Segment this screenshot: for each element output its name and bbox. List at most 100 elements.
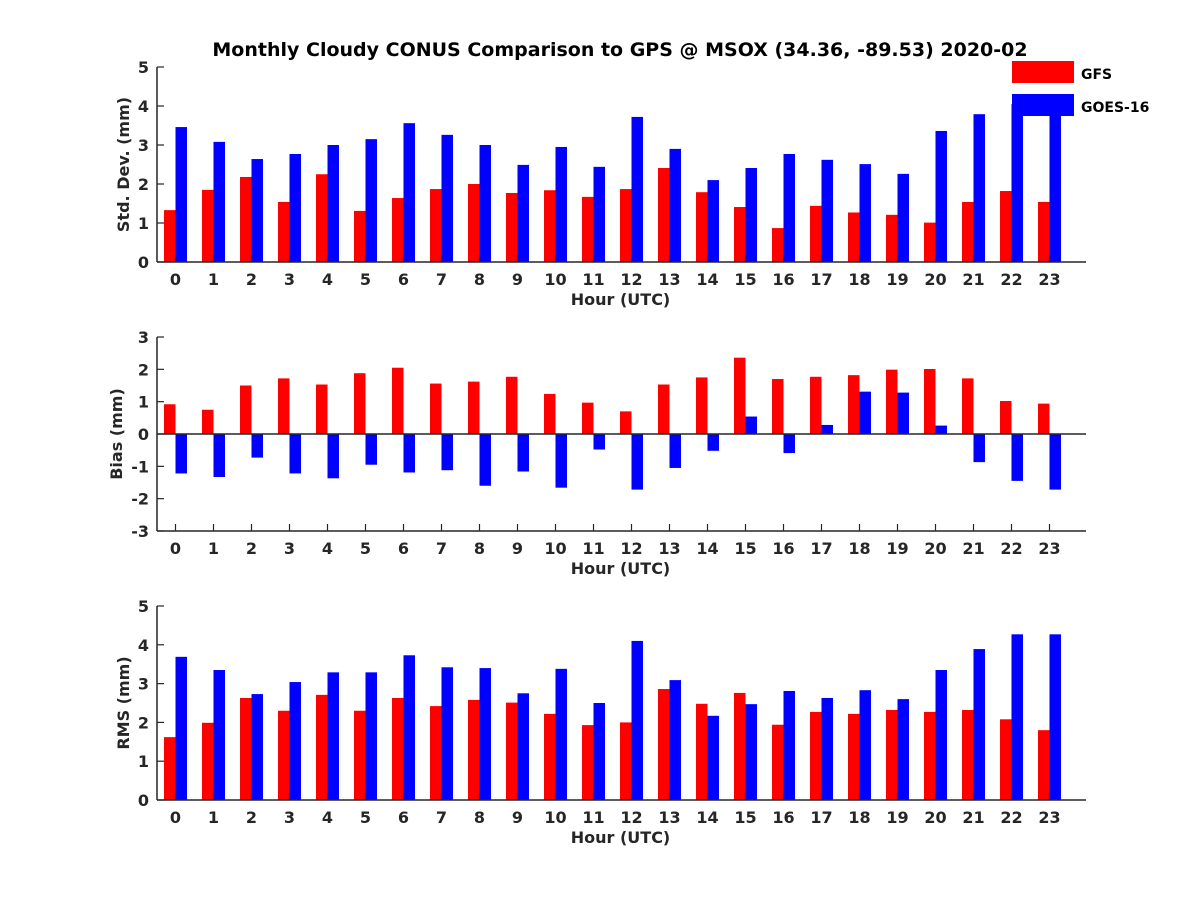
y-tick-label: 2: [138, 175, 149, 194]
bar-gfs-hour-18: [848, 713, 860, 800]
bar-gfs-hour-21: [962, 201, 974, 262]
bar-goes16-hour-7: [441, 434, 453, 471]
bar-gfs-hour-9: [506, 702, 518, 800]
bar-goes16-hour-4: [327, 672, 339, 800]
bar-goes16-hour-8: [479, 434, 491, 486]
x-tick-label: 18: [848, 808, 870, 827]
bar-goes16-hour-9: [517, 693, 529, 800]
bar-gfs-hour-16: [772, 228, 784, 262]
x-axis-label: Hour (UTC): [571, 290, 671, 309]
x-tick-label: 16: [772, 539, 794, 558]
bar-gfs-hour-12: [620, 722, 632, 800]
bar-gfs-hour-2: [240, 176, 252, 262]
bar-goes16-hour-14: [707, 715, 719, 800]
bar-gfs-hour-22: [1000, 719, 1012, 800]
x-tick-label: 16: [772, 270, 794, 289]
bar-goes16-hour-1: [213, 141, 225, 262]
bar-gfs-hour-21: [962, 709, 974, 800]
bar-gfs-hour-23: [1038, 403, 1050, 434]
bar-goes16-hour-0: [175, 127, 187, 262]
y-tick-label: 3: [138, 136, 149, 155]
x-tick-label: 12: [620, 270, 642, 289]
bar-gfs-hour-19: [886, 214, 898, 262]
y-tick-label: 3: [138, 328, 149, 347]
bar-gfs-hour-14: [696, 703, 708, 800]
bar-gfs-hour-7: [430, 189, 442, 262]
bar-goes16-hour-17: [821, 697, 833, 800]
bar-gfs-hour-15: [734, 692, 746, 800]
bar-goes16-hour-17: [821, 424, 833, 434]
x-tick-label: 13: [658, 808, 680, 827]
bar-gfs-hour-10: [544, 393, 556, 434]
bar-goes16-hour-10: [555, 668, 567, 800]
bar-goes16-hour-6: [403, 123, 415, 262]
x-tick-label: 2: [246, 539, 257, 558]
x-tick-label: 3: [284, 539, 295, 558]
x-tick-label: 0: [170, 539, 181, 558]
bar-goes16-hour-9: [517, 434, 529, 472]
bar-gfs-hour-13: [658, 689, 670, 800]
bar-gfs-hour-19: [886, 369, 898, 434]
y-tick-label: 1: [138, 214, 149, 233]
bar-goes16-hour-15: [745, 416, 757, 434]
x-tick-label: 23: [1038, 808, 1060, 827]
bar-goes16-hour-3: [289, 153, 301, 262]
x-tick-label: 8: [474, 808, 485, 827]
x-tick-label: 7: [436, 270, 447, 289]
x-tick-label: 20: [924, 270, 946, 289]
bar-gfs-hour-1: [202, 409, 214, 434]
bar-gfs-hour-2: [240, 385, 252, 434]
bar-gfs-hour-9: [506, 376, 518, 434]
bar-goes16-hour-8: [479, 668, 491, 800]
y-axis-label: Std. Dev. (mm): [114, 97, 133, 232]
bar-gfs-hour-11: [582, 196, 594, 262]
legend-swatch-gfs: [1012, 61, 1074, 83]
x-tick-label: 17: [810, 270, 832, 289]
y-tick-label: 4: [138, 97, 149, 116]
y-tick-label: 1: [138, 393, 149, 412]
bar-gfs-hour-3: [278, 378, 290, 434]
x-tick-label: 13: [658, 270, 680, 289]
y-tick-label: -3: [131, 522, 149, 541]
x-tick-label: 4: [322, 270, 333, 289]
bar-gfs-hour-4: [316, 694, 328, 800]
x-tick-label: 3: [284, 270, 295, 289]
bar-goes16-hour-17: [821, 159, 833, 262]
x-tick-label: 14: [696, 539, 718, 558]
x-tick-label: 20: [924, 808, 946, 827]
bar-gfs-hour-21: [962, 378, 974, 434]
x-tick-label: 6: [398, 808, 409, 827]
y-tick-label: -1: [131, 457, 149, 476]
y-tick-label: 0: [138, 425, 149, 444]
bar-goes16-hour-2: [251, 434, 263, 458]
bar-gfs-hour-7: [430, 383, 442, 434]
bar-gfs-hour-0: [164, 404, 176, 434]
bar-gfs-hour-20: [924, 222, 936, 262]
legend-label-gfs: GFS: [1081, 67, 1112, 83]
bar-goes16-hour-20: [935, 670, 947, 800]
x-tick-label: 6: [398, 270, 409, 289]
x-tick-label: 8: [474, 270, 485, 289]
x-tick-label: 23: [1038, 539, 1060, 558]
bar-gfs-hour-15: [734, 207, 746, 262]
bar-goes16-hour-4: [327, 434, 339, 479]
bar-goes16-hour-7: [441, 667, 453, 800]
bar-gfs-hour-7: [430, 706, 442, 800]
bar-gfs-hour-16: [772, 379, 784, 434]
x-tick-label: 3: [284, 808, 295, 827]
bar-gfs-hour-4: [316, 174, 328, 262]
bar-gfs-hour-10: [544, 190, 556, 262]
bar-goes16-hour-0: [175, 656, 187, 800]
bar-gfs-hour-14: [696, 192, 708, 262]
bar-gfs-hour-10: [544, 713, 556, 800]
bar-gfs-hour-4: [316, 384, 328, 434]
bar-gfs-hour-17: [810, 205, 822, 262]
x-tick-label: 17: [810, 539, 832, 558]
x-tick-label: 22: [1000, 808, 1022, 827]
bar-goes16-hour-13: [669, 434, 681, 468]
x-axis-label: Hour (UTC): [571, 559, 671, 578]
x-tick-label: 1: [208, 270, 219, 289]
